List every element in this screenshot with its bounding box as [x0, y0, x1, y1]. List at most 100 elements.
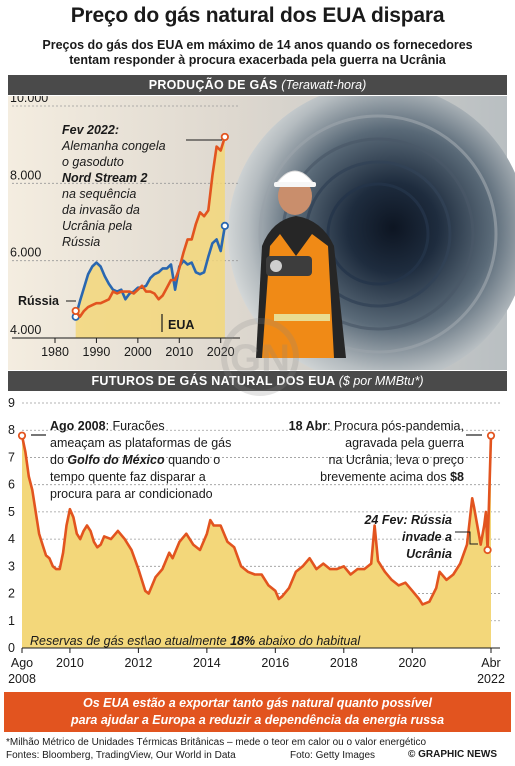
annotation-bold: 18 Abr	[289, 419, 328, 433]
futures-annotation-invasion: 24 Fev: Rússia invade a Ucrânia	[363, 513, 452, 561]
annotation-bold: $8	[450, 470, 464, 484]
y-tick-label: 8	[8, 423, 15, 437]
subtitle-line-2: tentam responder à procura exacerbada pe…	[69, 53, 446, 67]
x-tick-label: 2020	[207, 345, 235, 359]
y-tick-label: 0	[8, 641, 15, 655]
svg-text:Ago 2008: Furacões: Ago 2008: Furacões	[50, 419, 165, 433]
y-tick-label: 6	[8, 478, 15, 492]
worker-figure	[256, 170, 346, 358]
annotation-line: Alemanha congela	[61, 139, 166, 153]
futures-y-axis: 0 1 2 3 4 5 6 7 8 9	[8, 396, 15, 655]
annotation-line: agravada pela guerra	[345, 436, 464, 450]
y-tick-label: 4	[8, 532, 15, 546]
annotation-bold: Golfo do México	[67, 453, 165, 467]
series-label-russia: Rússia	[18, 294, 60, 308]
annotation-text: : Furacões	[106, 419, 165, 433]
futures-annotation-2008: Ago 2008: Furacões ameaçam as plataforma…	[50, 419, 231, 501]
page-title: Preço do gás natural dos EUA dispara	[70, 4, 445, 27]
y-tick-label: 9	[8, 396, 15, 410]
annotation-line: tempo quente faz disparar a	[50, 470, 206, 484]
annotation-text: : Procura pós-pandemia,	[327, 419, 464, 433]
annotation-text: quando o	[165, 453, 221, 467]
gas-futures-chart: 0 1 2 3 4 5 6 7 8 9 Ago 2008 2010 2012 2014 2016 2018 20…	[8, 396, 505, 686]
y-tick-label: 8.000	[10, 168, 41, 182]
series-line-eua	[74, 136, 227, 318]
y-tick-label: 1	[8, 614, 15, 628]
note-pre: Reservas de gás est\ao atualmente	[30, 634, 230, 648]
y-tick-label: 6.000	[10, 246, 41, 260]
x-tick-label: 2018	[330, 656, 358, 670]
y-tick-label: 2	[8, 587, 15, 601]
futures-area-fill	[22, 435, 491, 648]
production-x-axis: 1980 1990 2000 2010 2020	[12, 337, 240, 359]
reserves-note: Reservas de gás est\ao atualmente 18% ab…	[30, 634, 361, 648]
y-tick-label: 3	[8, 559, 15, 573]
x-tick-label: 2012	[124, 656, 152, 670]
photo-credit: Foto: Getty Images	[290, 750, 376, 761]
annotation-leader-invasion	[455, 531, 478, 545]
series-line-rússia	[74, 225, 227, 318]
annotation-line: o gasoduto	[62, 155, 124, 169]
annotation-line: Ucrânia	[406, 547, 452, 561]
x-tick-label: 2022	[477, 672, 505, 686]
y-tick-label: 5	[8, 505, 15, 519]
futures-section-label: FUTUROS DE GÁS NATURAL DOS EUA	[91, 374, 335, 388]
annotation-line: 24 Fev: Rússia	[363, 513, 452, 527]
series-endpoint	[220, 132, 229, 142]
annotation-line: Ucrânia pela	[62, 219, 132, 233]
price-marker	[17, 431, 27, 440]
banner-line-2: para ajudar a Europa a reduzir a dependê…	[70, 713, 445, 727]
production-y-axis: 4.000 6.000 8.000 10.000	[10, 96, 48, 337]
svg-text:do Golfo do México quando o: do Golfo do México quando o	[50, 453, 220, 467]
svg-text:brevemente acima dos $8: brevemente acima dos $8	[320, 470, 464, 484]
price-marker	[486, 431, 496, 440]
sources: Fontes: Bloomberg, TradingView, Our Worl…	[6, 750, 236, 761]
production-annotation: Fev 2022: Alemanha congela o gasoduto No…	[61, 123, 166, 249]
annotation-line: Fev 2022:	[62, 123, 119, 137]
annotation-bold: Ago 2008	[50, 419, 106, 433]
annotation-text: do	[50, 453, 67, 467]
annotation-line: na sequência	[62, 187, 136, 201]
page-subtitle: Preços do gás dos EUA em máximo de 14 an…	[4, 38, 511, 68]
annotation-line: invade a	[402, 530, 452, 544]
production-section-label: PRODUÇÃO DE GÁS	[148, 78, 278, 92]
x-tick-label: Abr	[481, 656, 500, 670]
series-label-usa: EUA	[168, 318, 194, 332]
y-tick-label: 7	[8, 450, 15, 464]
price-marker	[483, 545, 492, 555]
export-banner: Os EUA estão a exportar tanto gás natura…	[4, 692, 511, 732]
x-tick-label: 2008	[8, 672, 36, 686]
x-tick-label: 2016	[261, 656, 289, 670]
y-tick-label: 10.000	[10, 96, 48, 105]
production-section-unit: (Terawatt-hora)	[281, 78, 367, 92]
x-tick-label: 2014	[193, 656, 221, 670]
area-fill	[22, 435, 491, 648]
annotation-text: brevemente acima dos	[320, 470, 450, 484]
brand-logo: © GRAPHIC NEWS	[408, 749, 498, 760]
annotation-line: Nord Stream 2	[62, 171, 147, 185]
note-bold: 18%	[230, 634, 255, 648]
x-tick-label: 1980	[41, 345, 69, 359]
x-tick-label: 1990	[83, 345, 111, 359]
annotation-line: Rússia	[62, 235, 100, 249]
annotation-line: da invasão da	[62, 203, 140, 217]
futures-price-line	[17, 431, 496, 606]
x-tick-label: 2020	[398, 656, 426, 670]
futures-x-axis: Ago 2008 2010 2012 2014 2016 2018 2020 Abr 2022	[8, 647, 505, 686]
note-post: abaixo do habitual	[255, 634, 361, 648]
futures-section-unit: ($ por MMBtu*)	[338, 374, 424, 388]
futures-section-header: FUTUROS DE GÁS NATURAL DOS EUA ($ por MM…	[8, 371, 507, 391]
annotation-line: procura para ar condicionado	[50, 487, 213, 501]
banner-line-1: Os EUA estão a exportar tanto gás natura…	[83, 696, 432, 710]
y-tick-label: 4.000	[10, 323, 41, 337]
svg-text:18 Abr: Procura pós-pandemia,: 18 Abr: Procura pós-pandemia,	[289, 419, 464, 433]
x-tick-label: 2010	[165, 345, 193, 359]
production-section-header: PRODUÇÃO DE GÁS (Terawatt-hora)	[8, 75, 507, 95]
area-fill	[75, 136, 225, 338]
x-tick-label: Ago	[11, 656, 33, 670]
series-endpoint	[220, 221, 229, 230]
futures-annotation-2022: 18 Abr: Procura pós-pandemia, agravada p…	[289, 419, 464, 484]
x-tick-label: 2000	[124, 345, 152, 359]
production-area-fill	[75, 136, 225, 338]
production-lines	[71, 132, 229, 321]
